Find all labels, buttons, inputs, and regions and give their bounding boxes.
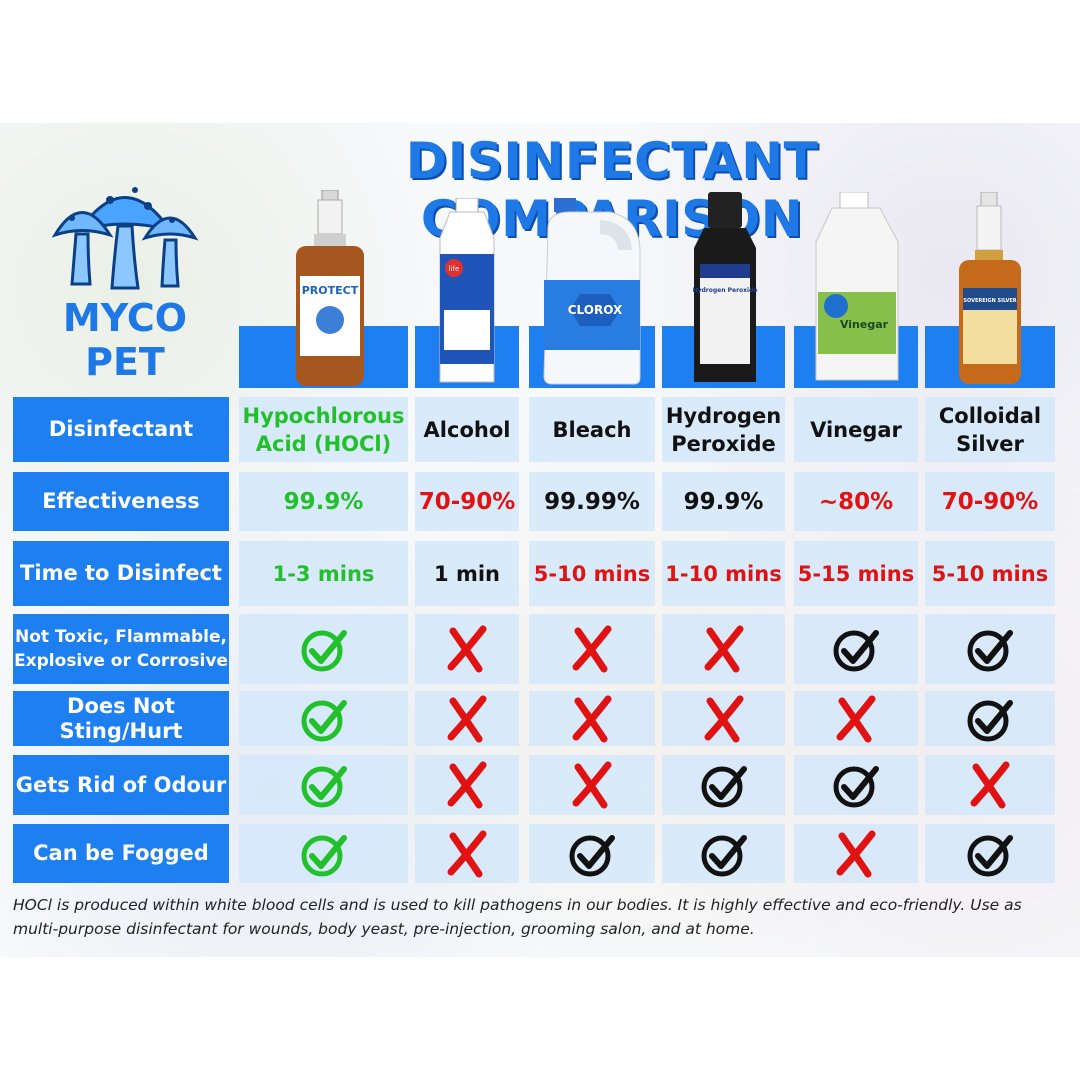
row-header-not-toxic: Not Toxic, Flammable, Explosive or Corro… [13, 614, 229, 684]
name-silver: Colloidal Silver [925, 397, 1055, 462]
footnote: HOCl is produced within white blood cell… [13, 896, 1022, 938]
check-icon [662, 755, 785, 815]
effectiveness-vinegar: ~80% [794, 472, 918, 531]
background-panel [0, 123, 1080, 957]
bleach-jug-icon: CLOROX [543, 198, 641, 385]
cross-icon [529, 691, 655, 746]
mushroom-logo-icon [51, 187, 199, 290]
time-peroxide: 1-10 mins [662, 541, 785, 606]
time-vinegar: 5-15 mins [794, 541, 918, 606]
row-header-effectiveness: Effectiveness [13, 472, 229, 531]
effectiveness-hocl: 99.9% [239, 472, 408, 531]
name-hocl: Hypochlorous Acid (HOCl) [239, 397, 408, 462]
name-vinegar: Vinegar [794, 397, 918, 462]
alcohol-bottle-icon: life [439, 198, 495, 383]
cross-icon [794, 691, 918, 746]
check-icon [925, 614, 1055, 684]
vinegar-label: Vinegar [840, 318, 889, 331]
check-green-icon [239, 691, 408, 746]
brand-line-2: PET [85, 340, 165, 384]
protect-label: PROTECT [302, 284, 359, 297]
hocl-spray-bottle-icon: PROTECT [296, 190, 364, 386]
time-bleach: 5-10 mins [529, 541, 655, 606]
cross-icon [925, 755, 1055, 815]
row-header-fogged: Can be Fogged [13, 824, 229, 883]
life-label: life [449, 265, 460, 273]
cross-icon [415, 691, 519, 746]
time-alcohol: 1 min [415, 541, 519, 606]
row-header-disinfectant: Disinfectant [13, 397, 229, 462]
silver-label: SOVEREIGN SILVER [963, 298, 1016, 304]
cross-icon [794, 824, 918, 883]
cross-icon [662, 691, 785, 746]
row-header-no-sting: Does Not Sting/Hurt [13, 691, 229, 746]
row-header-time: Time to Disinfect [13, 541, 229, 606]
peroxide-label: Hydrogen Peroxide [693, 287, 758, 294]
check-icon [662, 824, 785, 883]
check-icon [529, 824, 655, 883]
brand-line-1: MYCO [62, 296, 188, 340]
peroxide-bottle-icon: Hydrogen Peroxide [693, 192, 758, 382]
cross-icon [662, 614, 785, 684]
name-peroxide: Hydrogen Peroxide [662, 397, 785, 462]
check-icon [925, 824, 1055, 883]
check-green-icon [239, 824, 408, 883]
cross-icon [529, 755, 655, 815]
cross-icon [415, 755, 519, 815]
clorox-label: CLOROX [568, 303, 623, 317]
check-green-icon [239, 614, 408, 684]
row-header-odour: Gets Rid of Odour [13, 755, 229, 815]
check-green-icon [239, 755, 408, 815]
effectiveness-alcohol: 70-90% [415, 472, 519, 531]
vinegar-jug-icon: Vinegar [815, 192, 899, 381]
name-bleach: Bleach [529, 397, 655, 462]
check-icon [925, 691, 1055, 746]
effectiveness-peroxide: 99.9% [662, 472, 785, 531]
cross-icon [415, 824, 519, 883]
silver-spray-bottle-icon: SOVEREIGN SILVER [959, 192, 1021, 384]
effectiveness-bleach: 99.99% [529, 472, 655, 531]
name-alcohol: Alcohol [415, 397, 519, 462]
cross-icon [415, 614, 519, 684]
time-silver: 5-10 mins [925, 541, 1055, 606]
check-icon [794, 614, 918, 684]
time-hocl: 1-3 mins [239, 541, 408, 606]
effectiveness-silver: 70-90% [925, 472, 1055, 531]
cross-icon [529, 614, 655, 684]
check-icon [794, 755, 918, 815]
